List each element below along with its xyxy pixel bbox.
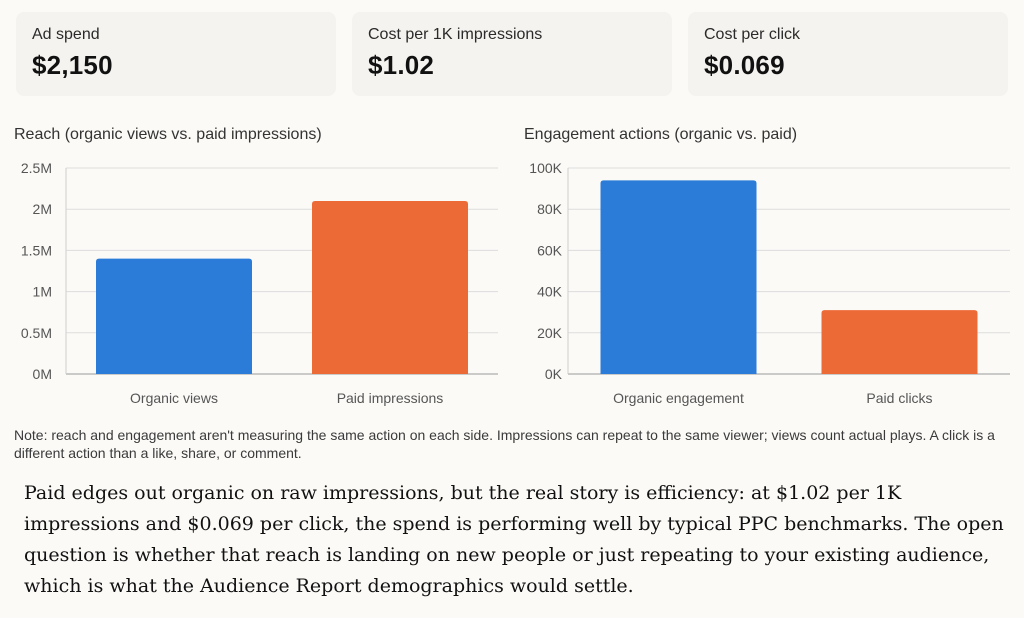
y-tick-label: 20K — [537, 325, 563, 341]
kpi-value: $0.069 — [704, 50, 785, 80]
x-tick-label: Organic engagement — [613, 390, 744, 406]
summary-paragraph: Paid edges out organic on raw impression… — [24, 482, 1004, 597]
kpi-value: $1.02 — [368, 50, 435, 80]
y-tick-label: 2.5M — [21, 160, 52, 176]
y-tick-label: 80K — [537, 201, 563, 217]
chart-title: Engagement actions (organic vs. paid) — [524, 126, 798, 143]
engagement-chart-panel: Engagement actions (organic vs. paid) 0K… — [512, 120, 1024, 420]
chart-note: Note: reach and engagement aren't measur… — [14, 427, 995, 461]
y-tick-label: 60K — [537, 242, 563, 258]
kpi-label: Cost per 1K impressions — [368, 26, 543, 43]
y-tick-label: 1.5M — [21, 242, 52, 258]
kpi-value: $2,150 — [32, 50, 113, 80]
y-tick-label: 2M — [33, 201, 52, 217]
y-tick-label: 1M — [33, 284, 52, 300]
kpi-label: Ad spend — [32, 26, 100, 43]
bar — [821, 310, 978, 374]
kpi-row: Ad spend $2,150 Cost per 1K impressions … — [16, 12, 1008, 96]
chart-title: Reach (organic views vs. paid impression… — [14, 126, 322, 143]
y-tick-label: 0M — [33, 366, 52, 382]
y-tick-label: 100K — [529, 160, 562, 176]
kpi-card-cpm: Cost per 1K impressions $1.02 — [352, 12, 672, 96]
kpi-card-ad-spend: Ad spend $2,150 — [16, 12, 336, 96]
x-tick-label: Organic views — [130, 390, 218, 406]
bar — [312, 200, 468, 374]
engagement-chart: 0K 20K 40K 60K 80K 100K Organic engagement Paid… — [529, 160, 1010, 406]
reach-chart: 0M 0.5M 1M 1.5M 2M 2.5M Organic views Paid impr… — [21, 160, 498, 406]
y-tick-label: 40K — [537, 284, 563, 300]
y-tick-label: 0.5M — [21, 325, 52, 341]
bar — [600, 180, 757, 374]
kpi-label: Cost per click — [704, 26, 801, 43]
reach-chart-panel: Reach (organic views vs. paid impression… — [0, 120, 512, 420]
x-tick-label: Paid impressions — [337, 390, 444, 406]
x-tick-label: Paid clicks — [866, 390, 932, 406]
y-tick-label: 0K — [545, 366, 563, 382]
kpi-card-cpc: Cost per click $0.069 — [688, 12, 1008, 96]
bar — [96, 258, 252, 374]
